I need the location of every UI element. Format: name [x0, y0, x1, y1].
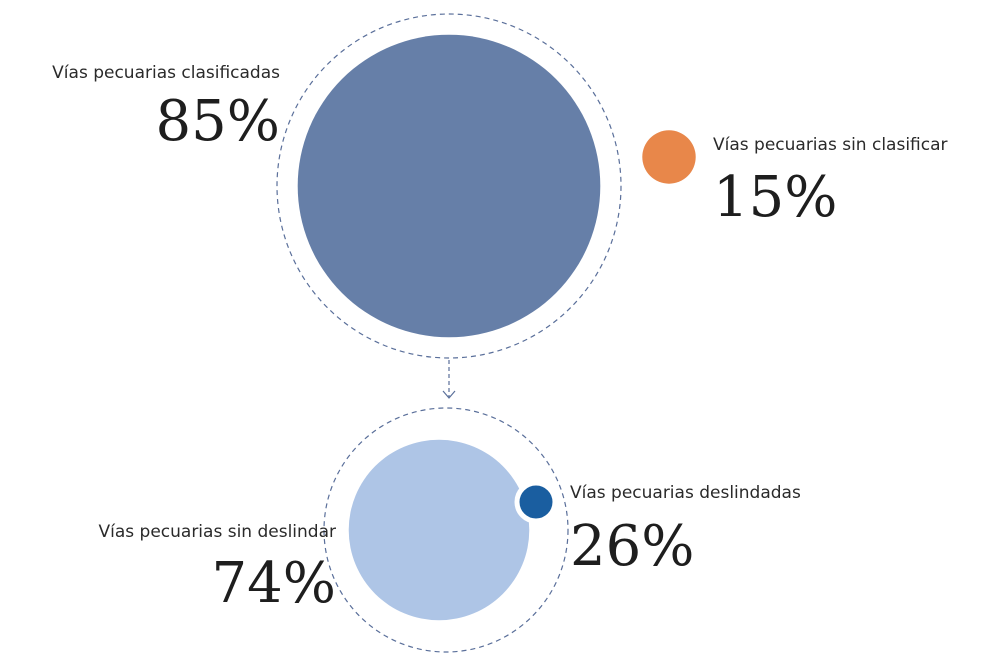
value-label: 26%	[570, 514, 694, 579]
dashed-ring	[323, 407, 569, 653]
bubble	[348, 439, 530, 621]
bubble-label: Vías pecuarias sin clasificar	[713, 135, 948, 155]
dashed-ring	[276, 13, 622, 359]
bubble-label: Vías pecuarias clasificadas	[52, 63, 280, 83]
bubble	[297, 34, 601, 338]
bubble	[514, 480, 558, 524]
value-label: 15%	[713, 165, 837, 230]
arrow-head	[442, 390, 456, 399]
bubble-label: Vías pecuarias sin deslindar	[99, 522, 337, 542]
value-label: 85%	[156, 89, 280, 154]
bubble-label: Vías pecuarias deslindadas	[570, 483, 801, 503]
bubble	[642, 130, 696, 184]
value-label: 74%	[212, 551, 336, 616]
